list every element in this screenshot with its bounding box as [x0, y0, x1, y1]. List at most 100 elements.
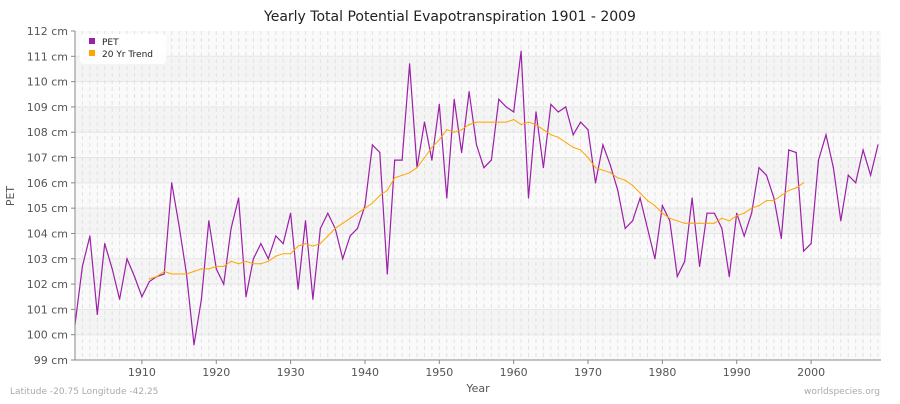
trend-data-point [379, 194, 381, 197]
trend-data-point [438, 139, 440, 141]
y-tick-label: 104 cm [27, 227, 68, 240]
y-tick-label: 111 cm [27, 50, 68, 63]
trend-data-point [788, 189, 790, 192]
pet-data-point [676, 275, 678, 278]
trend-data-point [632, 184, 634, 186]
trend-data-point [423, 156, 426, 159]
trend-data-point [171, 273, 173, 275]
background-band [75, 81, 881, 107]
trend-data-point [334, 227, 336, 229]
y-tick-label: 101 cm [27, 303, 68, 316]
pet-data-point [260, 242, 262, 245]
pet-data-point [319, 227, 321, 229]
pet-data-point [713, 212, 716, 214]
trend-data-point [654, 205, 656, 207]
trend-data-point [803, 182, 805, 184]
trend-data-point [483, 121, 485, 123]
pet-data-point [446, 197, 448, 199]
pet-data-point [438, 103, 440, 105]
pet-data-point [773, 197, 775, 199]
y-axis-ticks: 99 cm 100 cm 101 cm 102 cm 103 cm 104 cm 105 c… [27, 25, 75, 367]
trend-data-point [290, 253, 292, 255]
trend-data-point [609, 172, 611, 174]
background-bands [75, 31, 881, 361]
pet-data-point [795, 151, 797, 154]
y-tick-label: 112 cm [27, 25, 68, 38]
pet-data-point [691, 197, 693, 199]
legend-swatch-pet [89, 38, 95, 44]
trend-data-point [572, 146, 574, 149]
trend-data-point [356, 212, 359, 214]
pet-data-point [877, 144, 879, 146]
pet-data-point [312, 298, 314, 300]
pet-data-point [431, 159, 433, 161]
pet-data-point [505, 106, 507, 108]
pet-data-point [379, 151, 381, 154]
trend-data-point [557, 136, 559, 138]
pet-data-point [304, 220, 307, 222]
trend-data-point [505, 121, 507, 123]
pet-data-point [736, 212, 738, 214]
trend-data-point [587, 156, 589, 159]
y-tick-label: 102 cm [27, 278, 68, 291]
pet-data-point [572, 134, 574, 136]
pet-data-point [490, 159, 492, 161]
trend-data-point [795, 187, 797, 189]
pet-data-point [684, 260, 686, 262]
trend-data-point [453, 131, 455, 133]
y-tick-label: 109 cm [27, 101, 68, 114]
pet-data-point [855, 182, 857, 184]
trend-data-point [684, 222, 686, 224]
legend-swatch-trend [89, 50, 95, 56]
trend-data-point [646, 199, 649, 202]
pet-data-point [498, 98, 500, 100]
trend-data-point [185, 273, 188, 275]
pet-data-point [721, 227, 723, 229]
pet-data-point [230, 227, 232, 229]
chart-title: Yearly Total Potential Evapotranspiratio… [263, 9, 636, 25]
source-text: worldspecies.org [804, 387, 880, 397]
pet-data-point [104, 242, 106, 245]
pet-data-point [297, 288, 299, 290]
background-band [75, 132, 881, 158]
pet-data-point [728, 275, 730, 278]
pet-data-point [163, 273, 165, 275]
trend-data-point [267, 260, 269, 262]
trend-data-point [527, 121, 530, 123]
y-tick-label: 99 cm [34, 354, 68, 367]
pet-data-point [119, 298, 121, 300]
trend-data-point [594, 167, 597, 169]
trend-data-point [550, 134, 552, 136]
trend-data-point [535, 124, 537, 126]
pet-data-point [639, 197, 641, 199]
trend-data-point [698, 222, 701, 224]
pet-data-point [565, 106, 567, 108]
y-tick-label: 110 cm [27, 76, 68, 89]
x-tick-label: 1950 [425, 366, 453, 379]
pet-data-point [661, 205, 663, 207]
pet-data-point [780, 237, 782, 240]
pet-data-point [386, 273, 388, 275]
trend-data-point [319, 242, 321, 245]
trend-data-point [230, 260, 232, 262]
pet-data-point [654, 258, 656, 260]
pet-data-point [527, 197, 530, 199]
x-tick-label: 1910 [128, 366, 156, 379]
trend-data-point [386, 189, 388, 192]
y-tick-label: 108 cm [27, 126, 68, 139]
trend-data-point [743, 212, 745, 214]
pet-data-point [698, 265, 701, 267]
pet-data-point [275, 235, 277, 237]
trend-data-point [208, 268, 210, 270]
pet-data-point [178, 225, 180, 227]
pet-data-point [394, 159, 396, 161]
pet-data-point [148, 280, 150, 283]
background-band [75, 258, 881, 285]
trend-data-point [721, 217, 723, 219]
pet-data-point [401, 159, 403, 161]
pet-data-point [669, 220, 671, 222]
pet-data-point [751, 212, 753, 214]
trend-data-point [297, 245, 299, 247]
background-band [75, 56, 881, 82]
pet-data-point [215, 268, 217, 270]
